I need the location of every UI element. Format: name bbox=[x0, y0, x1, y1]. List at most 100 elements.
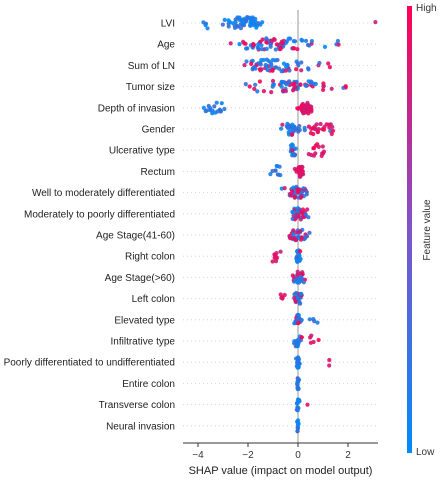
shap-point bbox=[255, 89, 260, 94]
shap-point bbox=[275, 172, 280, 177]
shap-point bbox=[293, 85, 298, 90]
feature-label: Age Stage(>60) bbox=[105, 273, 175, 284]
shap-point bbox=[321, 84, 326, 89]
shap-point bbox=[291, 88, 296, 93]
shap-point bbox=[240, 19, 245, 24]
x-axis: −4 −2 0 2 bbox=[183, 442, 378, 461]
shap-point bbox=[218, 109, 223, 114]
shap-point bbox=[321, 87, 326, 92]
shap-point bbox=[260, 37, 265, 42]
shap-point bbox=[296, 364, 301, 369]
shap-point bbox=[321, 127, 327, 132]
shap-point bbox=[292, 81, 297, 86]
shap-point bbox=[278, 45, 283, 50]
shap-point bbox=[320, 151, 325, 156]
shap-point bbox=[296, 320, 301, 325]
shap-point bbox=[295, 258, 300, 263]
shap-point bbox=[233, 17, 238, 22]
shap-point bbox=[306, 67, 311, 72]
shap-point bbox=[329, 131, 334, 137]
feature-label: Right colon bbox=[125, 252, 175, 263]
shap-point bbox=[326, 61, 331, 66]
shap-point bbox=[296, 399, 301, 405]
shap-point bbox=[259, 58, 264, 63]
x-axis-title: SHAP value (impact on model output) bbox=[189, 465, 373, 477]
colorbar-high-label: High bbox=[416, 3, 437, 14]
shap-point bbox=[201, 105, 206, 110]
shap-point bbox=[312, 319, 317, 324]
shap-point bbox=[291, 129, 296, 134]
shap-point bbox=[274, 42, 279, 47]
shap-point bbox=[256, 61, 261, 66]
feature-label: Rectum bbox=[141, 167, 175, 178]
shap-point bbox=[309, 333, 314, 338]
shap-point bbox=[299, 37, 304, 43]
shap-point bbox=[336, 42, 341, 47]
shap-point bbox=[291, 151, 296, 156]
shap-point bbox=[309, 107, 314, 112]
shap-point bbox=[304, 189, 309, 195]
shap-point bbox=[264, 46, 269, 52]
shap-point bbox=[311, 146, 316, 151]
shap-point bbox=[286, 130, 291, 135]
shap-point bbox=[293, 146, 298, 151]
shap-point bbox=[226, 18, 231, 23]
shap-point bbox=[259, 47, 264, 52]
shap-point bbox=[318, 121, 323, 127]
shap-point bbox=[264, 64, 269, 69]
shap-point bbox=[305, 207, 310, 212]
shap-point bbox=[228, 41, 233, 46]
feature-label: Poorly differentiated to undifferentiate… bbox=[4, 358, 175, 369]
shap-point bbox=[290, 148, 295, 153]
shap-point bbox=[273, 168, 278, 173]
feature-label: Elevated type bbox=[114, 315, 175, 326]
shap-point bbox=[280, 41, 285, 46]
shap-point bbox=[275, 57, 280, 63]
shap-point bbox=[316, 144, 321, 149]
shap-point bbox=[295, 187, 300, 192]
shap-point bbox=[266, 59, 271, 64]
shap-point bbox=[307, 230, 312, 235]
feature-label: Infiltrative type bbox=[111, 337, 176, 348]
shap-point bbox=[307, 317, 312, 322]
shap-point bbox=[306, 215, 311, 220]
shap-point bbox=[295, 385, 300, 390]
shap-point bbox=[286, 36, 291, 41]
shap-point bbox=[219, 101, 224, 106]
shap-point bbox=[255, 45, 260, 50]
shap-point bbox=[264, 36, 269, 41]
shap-point bbox=[245, 46, 250, 51]
shap-point bbox=[205, 26, 210, 31]
shap-point bbox=[268, 172, 273, 177]
shap-point bbox=[299, 335, 304, 340]
shap-point bbox=[290, 216, 295, 221]
shap-point bbox=[244, 59, 249, 64]
shap-point bbox=[210, 111, 215, 116]
shap-point bbox=[298, 249, 303, 254]
shap-point bbox=[293, 291, 299, 296]
shap-point bbox=[291, 228, 296, 233]
shap-point bbox=[249, 61, 254, 66]
shap-point bbox=[292, 195, 297, 200]
shap-point bbox=[298, 229, 303, 234]
feature-label: Well to moderately differentiated bbox=[32, 188, 175, 199]
shap-point bbox=[299, 68, 304, 73]
shap-point bbox=[268, 44, 273, 49]
shap-point bbox=[247, 84, 252, 89]
shap-point bbox=[252, 86, 257, 91]
shap-point bbox=[301, 280, 306, 285]
x-tick-label: −2 bbox=[242, 450, 254, 461]
shap-point bbox=[203, 109, 208, 114]
shap-point bbox=[317, 60, 322, 66]
shap-point bbox=[242, 63, 247, 68]
shap-point bbox=[208, 108, 213, 113]
feature-label: Ulcerative type bbox=[109, 146, 176, 157]
shap-point bbox=[295, 255, 300, 260]
shap-point bbox=[327, 363, 332, 368]
shap-point bbox=[303, 212, 308, 217]
shap-point bbox=[303, 38, 309, 44]
shap-point bbox=[315, 320, 320, 325]
feature-label: Gender bbox=[142, 125, 176, 136]
feature-label: Left colon bbox=[132, 294, 175, 305]
